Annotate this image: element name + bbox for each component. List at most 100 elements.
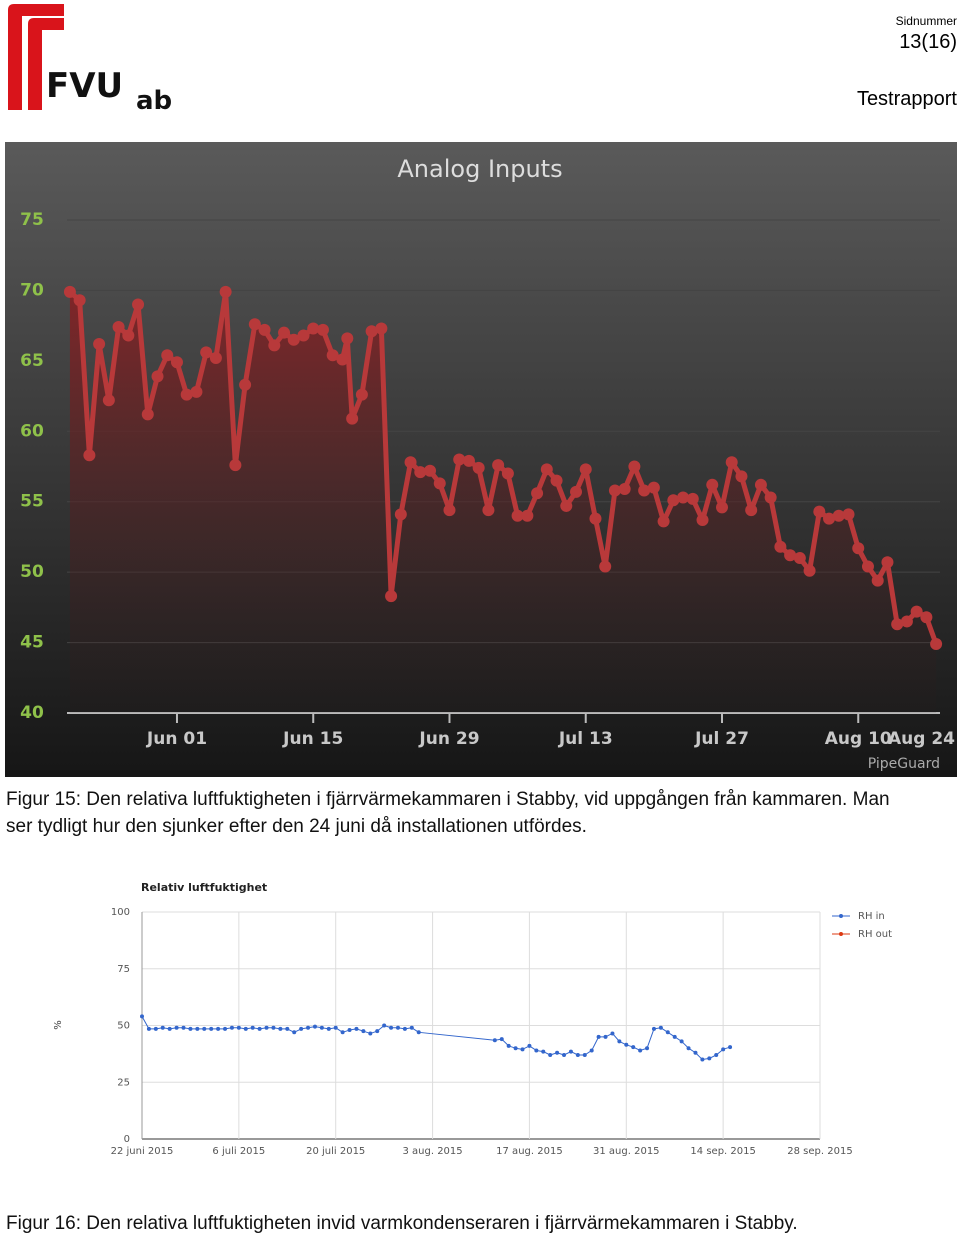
point	[83, 449, 96, 462]
chart-title: Relativ luftfuktighet	[141, 881, 267, 894]
point	[667, 494, 680, 507]
point	[482, 504, 495, 517]
point	[151, 370, 164, 383]
x-tick-label: Jun 01	[146, 729, 207, 749]
point	[823, 512, 836, 525]
point	[174, 1025, 179, 1030]
point	[385, 590, 398, 603]
point	[375, 322, 388, 335]
point	[243, 1026, 248, 1031]
point	[721, 1047, 726, 1052]
point	[617, 1039, 622, 1044]
point	[803, 564, 816, 577]
point	[132, 298, 145, 311]
point	[582, 1053, 587, 1058]
point	[257, 1026, 262, 1031]
point	[229, 1025, 234, 1030]
point	[223, 1026, 228, 1031]
point	[414, 466, 427, 479]
point	[599, 560, 612, 573]
logo-mark: FVU ab	[8, 4, 172, 116]
point	[631, 1045, 636, 1050]
point	[784, 549, 797, 562]
x-tick-label: Jul 27	[694, 729, 749, 749]
y-tick-label: 40	[20, 703, 44, 723]
point	[521, 509, 534, 522]
point	[492, 459, 505, 472]
caption: Figur 15: Den relativa luftfuktigheten i…	[6, 789, 890, 837]
point	[832, 509, 845, 522]
point	[589, 512, 602, 525]
point	[861, 560, 874, 573]
point	[881, 556, 894, 569]
point	[462, 454, 475, 467]
point	[891, 618, 904, 631]
point	[161, 349, 174, 362]
y-tick-label: 70	[20, 280, 44, 300]
point	[326, 1026, 331, 1031]
point	[774, 540, 787, 553]
point	[492, 1038, 497, 1043]
point	[361, 1029, 366, 1034]
point	[278, 1026, 283, 1031]
y-tick-label: 45	[20, 633, 44, 653]
point	[686, 492, 699, 505]
x-tick-label: Jun 29	[418, 729, 479, 749]
point	[181, 1025, 186, 1030]
point	[278, 326, 291, 339]
x-tick-label: 14 sep. 2015	[690, 1146, 755, 1157]
point	[416, 1030, 421, 1035]
point	[562, 1053, 567, 1058]
point	[793, 552, 806, 565]
point	[368, 1031, 373, 1036]
point	[628, 460, 641, 473]
point	[346, 412, 359, 425]
point	[813, 505, 826, 518]
point	[531, 487, 544, 500]
point	[686, 1046, 691, 1051]
x-tick-label: 6 juli 2015	[212, 1146, 265, 1157]
point	[73, 294, 86, 307]
point	[354, 1026, 359, 1031]
point	[141, 408, 154, 421]
point	[651, 1026, 656, 1031]
point	[153, 1026, 158, 1031]
point	[511, 509, 524, 522]
point	[696, 514, 709, 527]
point	[745, 504, 758, 517]
point	[375, 1029, 380, 1034]
x-tick-label: Aug 10	[825, 729, 892, 749]
point	[394, 508, 407, 521]
point	[728, 1045, 733, 1050]
point	[647, 481, 660, 494]
point	[341, 332, 354, 345]
point	[326, 349, 339, 362]
point	[190, 385, 203, 398]
point	[658, 1025, 663, 1030]
point	[307, 322, 320, 335]
point	[195, 1026, 200, 1031]
point	[910, 605, 923, 618]
point	[764, 491, 777, 504]
point	[624, 1042, 629, 1047]
point	[355, 388, 368, 401]
point	[292, 1030, 297, 1035]
point	[608, 484, 621, 497]
x-tick-label: Jun 15	[282, 729, 343, 749]
point	[209, 1026, 214, 1031]
point	[347, 1028, 352, 1033]
legend-label: RH in	[858, 911, 885, 922]
logo: FVU ab	[6, 2, 186, 116]
point	[453, 453, 466, 466]
chart: Analog Inputs PipeGuard 40 45 50 55 60 65 70 75…	[5, 142, 957, 777]
point	[319, 1025, 324, 1030]
point	[340, 1030, 345, 1035]
point	[618, 483, 631, 496]
point	[239, 378, 252, 391]
point	[170, 356, 183, 369]
point	[102, 394, 115, 407]
chart: Relativ luftfuktighet % 0 25 50 75 100 22 jun…	[53, 881, 892, 1157]
point	[250, 1025, 255, 1030]
point	[548, 1053, 553, 1058]
point	[672, 1034, 677, 1039]
